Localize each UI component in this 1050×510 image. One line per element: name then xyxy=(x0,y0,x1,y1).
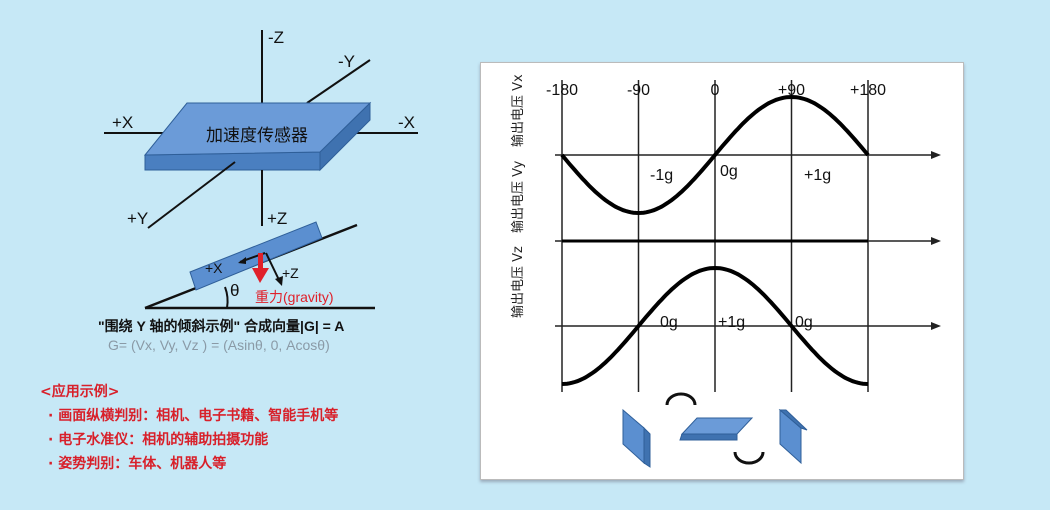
axis-label-plus-y: +Y xyxy=(127,209,148,228)
applications-list: <应用示例> · 画面纵横判别：相机、电子书籍、智能手机等 · 电子水准仪：相机… xyxy=(40,380,339,476)
point-label: 0g xyxy=(795,314,813,331)
gravity-label: 重力(gravity) xyxy=(255,289,334,305)
incline-diagram xyxy=(144,221,375,310)
axis-label-minus-y: -Y xyxy=(338,52,355,71)
application-item: · 姿势判别：车体、机器人等 xyxy=(48,456,227,472)
angle-tick-label: +90 xyxy=(778,82,805,99)
plus-y-axis xyxy=(147,161,236,229)
y-axis-label: 输出电压 Vz xyxy=(510,246,526,318)
point-label: +1g xyxy=(804,167,831,184)
gravity-arrow xyxy=(258,253,263,269)
application-item: · 画面纵横判别：相机、电子书籍、智能手机等 xyxy=(48,408,339,424)
axis-arrow-icon xyxy=(931,322,941,330)
output-curve-sin xyxy=(560,94,870,216)
angle-tick-label: -90 xyxy=(627,82,650,99)
point-label: +1g xyxy=(718,314,745,331)
incline-z-label: +Z xyxy=(282,265,299,281)
output-curve-cos xyxy=(561,265,869,386)
rotate-arrow-icon xyxy=(665,392,697,406)
point-label: 0g xyxy=(720,163,738,180)
angle-tick-label: -180 xyxy=(546,82,578,99)
sensor-block xyxy=(143,101,372,172)
angle-tick-label: +180 xyxy=(850,82,886,99)
axis-label-plus-z: +Z xyxy=(267,209,287,228)
formula: G= (Vx, Vy, Vz ) = (Asinθ, 0, Acosθ) xyxy=(108,337,330,353)
point-label: -1g xyxy=(650,167,673,184)
orientation-block-flat-side xyxy=(679,433,738,441)
angle-label: θ xyxy=(230,281,239,300)
incline-caption: "围绕 Y 轴的倾斜示例" 合成向量|G| = A xyxy=(98,318,344,334)
orientation-block-flat-icon xyxy=(680,417,754,435)
orientation-block-left-side xyxy=(643,426,651,468)
minus-y-axis xyxy=(306,59,371,104)
incline-x-label: +X xyxy=(205,260,223,276)
sensor-label: 加速度传感器 xyxy=(206,126,308,145)
axis-arrow-icon xyxy=(931,237,941,245)
axis-label-plus-x: +X xyxy=(112,113,133,132)
applications-title: <应用示例> xyxy=(40,384,120,400)
y-axis-label: 输出电压 Vy xyxy=(510,160,526,233)
output-chart-panel xyxy=(480,62,964,480)
rotate-arrow-icon xyxy=(733,451,765,465)
axis-label-minus-x: -X xyxy=(398,113,415,132)
angle-tick-label: 0 xyxy=(711,82,720,99)
axis-arrow-icon xyxy=(931,151,941,159)
y-axis-label: 输出电压 Vx xyxy=(510,74,526,147)
axis-label-minus-z: -Z xyxy=(268,28,284,47)
point-label: 0g xyxy=(660,314,678,331)
orientation-block-left-icon xyxy=(622,408,645,465)
application-item: · 电子水准仪：相机的辅助拍摄功能 xyxy=(48,432,269,448)
orientation-block-right-side xyxy=(778,409,808,431)
